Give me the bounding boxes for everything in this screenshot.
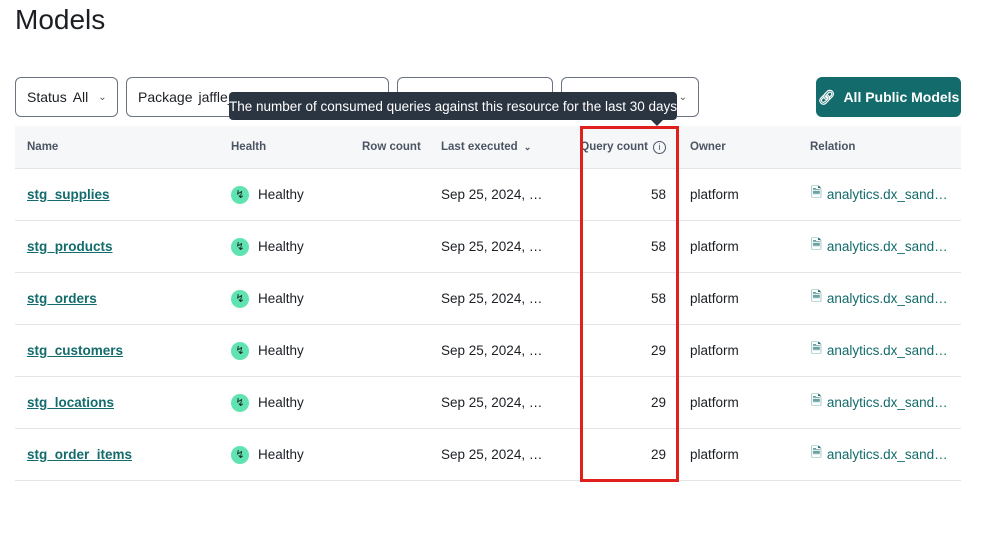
health-cell: ↯ Healthy xyxy=(231,325,304,376)
col-query-count[interactable]: Query count i xyxy=(580,126,666,168)
query-count-cell: 29 xyxy=(650,343,666,358)
table-row[interactable]: stg_locations ↯ Healthy Sep 25, 2024, … 2… xyxy=(15,377,961,429)
health-label: Healthy xyxy=(258,239,304,254)
col-health[interactable]: Health xyxy=(231,141,267,153)
health-cell: ↯ Healthy xyxy=(231,429,304,480)
health-cell: ↯ Healthy xyxy=(231,377,304,428)
health-label: Healthy xyxy=(258,291,304,306)
health-cell: ↯ Healthy xyxy=(231,221,304,272)
table-row[interactable]: stg_order_items ↯ Healthy Sep 25, 2024, …… xyxy=(15,429,961,481)
package-filter-label: Package xyxy=(138,89,193,105)
relation-text: analytics.dx_sand… xyxy=(826,291,948,306)
status-filter-value: All xyxy=(72,89,89,105)
last-executed-cell: Sep 25, 2024, … xyxy=(441,395,543,410)
healthy-pulse-icon: ↯ xyxy=(231,237,249,256)
model-name-link[interactable]: stg_products xyxy=(27,239,113,254)
healthy-pulse-icon: ↯ xyxy=(231,393,249,412)
chevron-down-icon: ⌄ xyxy=(678,91,687,103)
last-executed-cell: Sep 25, 2024, … xyxy=(441,447,543,462)
health-label: Healthy xyxy=(258,343,304,358)
owner-cell: platform xyxy=(690,395,739,410)
document-icon: 🗎︎ xyxy=(811,289,822,304)
document-icon: 🗎︎ xyxy=(811,237,822,252)
owner-cell: platform xyxy=(690,343,739,358)
relation-text: analytics.dx_sand… xyxy=(826,395,948,410)
health-cell: ↯ Healthy xyxy=(231,169,304,220)
query-count-cell: 29 xyxy=(650,447,666,462)
model-name-link[interactable]: stg_supplies xyxy=(27,187,110,202)
col-last-executed[interactable]: Last executed ⌄ xyxy=(441,126,531,168)
query-count-tooltip: The number of consumed queries against t… xyxy=(229,92,677,126)
healthy-pulse-icon: ↯ xyxy=(231,289,249,308)
models-table: Name Health Row count Last executed ⌄ Que… xyxy=(15,126,961,481)
document-icon: 🗎︎ xyxy=(811,445,822,460)
table-row[interactable]: stg_customers ↯ Healthy Sep 25, 2024, … 2… xyxy=(15,325,961,377)
relation-text: analytics.dx_sand… xyxy=(826,239,948,254)
model-name-link[interactable]: stg_orders xyxy=(27,291,97,306)
table-row[interactable]: stg_supplies ↯ Healthy Sep 25, 2024, … 58… xyxy=(15,169,961,221)
all-public-models-button[interactable]: 🔗︎ All Public Models xyxy=(816,77,961,117)
link-icon: 🔗︎ xyxy=(817,88,836,105)
col-row-count[interactable]: Row count xyxy=(362,141,421,153)
table-header: Name Health Row count Last executed ⌄ Que… xyxy=(15,126,961,169)
col-last-executed-label: Last executed xyxy=(441,141,518,153)
relation-link[interactable]: 🗎︎ analytics.dx_sand… xyxy=(811,377,948,428)
relation-link[interactable]: 🗎︎ analytics.dx_sand… xyxy=(811,273,948,324)
status-filter[interactable]: Status All ⌄ xyxy=(15,77,118,117)
healthy-pulse-icon: ↯ xyxy=(231,185,249,204)
table-row[interactable]: stg_orders ↯ Healthy Sep 25, 2024, … 58 p… xyxy=(15,273,961,325)
document-icon: 🗎︎ xyxy=(811,393,822,408)
query-count-cell: 58 xyxy=(650,187,666,202)
all-public-models-label: All Public Models xyxy=(843,89,960,105)
query-count-cell: 58 xyxy=(650,239,666,254)
model-name-link[interactable]: stg_customers xyxy=(27,343,124,358)
relation-link[interactable]: 🗎︎ analytics.dx_sand… xyxy=(811,325,948,376)
model-name-link[interactable]: stg_locations xyxy=(27,395,115,410)
owner-cell: platform xyxy=(690,187,739,202)
healthy-pulse-icon: ↯ xyxy=(231,341,249,360)
highlight-box xyxy=(580,126,679,482)
last-executed-cell: Sep 25, 2024, … xyxy=(441,291,543,306)
relation-text: analytics.dx_sand… xyxy=(826,187,948,202)
last-executed-cell: Sep 25, 2024, … xyxy=(441,239,543,254)
col-query-count-label: Query count xyxy=(580,141,648,153)
health-label: Healthy xyxy=(258,447,304,462)
document-icon: 🗎︎ xyxy=(811,341,822,356)
col-owner[interactable]: Owner xyxy=(690,141,726,153)
last-executed-cell: Sep 25, 2024, … xyxy=(441,343,543,358)
table-row[interactable]: stg_products ↯ Healthy Sep 25, 2024, … 58… xyxy=(15,221,961,273)
query-count-cell: 58 xyxy=(650,291,666,306)
relation-text: analytics.dx_sand… xyxy=(826,447,948,462)
document-icon: 🗎︎ xyxy=(811,185,822,200)
info-icon[interactable]: i xyxy=(653,140,666,154)
last-executed-cell: Sep 25, 2024, … xyxy=(441,187,543,202)
owner-cell: platform xyxy=(690,291,739,306)
col-relation[interactable]: Relation xyxy=(810,141,856,153)
model-name-link[interactable]: stg_order_items xyxy=(27,447,133,462)
query-count-cell: 29 xyxy=(650,395,666,410)
health-label: Healthy xyxy=(258,187,304,202)
owner-cell: platform xyxy=(690,447,739,462)
relation-link[interactable]: 🗎︎ analytics.dx_sand… xyxy=(811,429,948,480)
col-name[interactable]: Name xyxy=(27,141,59,153)
page-title: Models xyxy=(15,4,106,35)
status-filter-label: Status xyxy=(27,89,67,105)
relation-link[interactable]: 🗎︎ analytics.dx_sand… xyxy=(811,221,948,272)
health-label: Healthy xyxy=(258,395,304,410)
package-filter-value: jaffle_ xyxy=(198,89,236,105)
health-cell: ↯ Healthy xyxy=(231,273,304,324)
sort-chevron-icon: ⌄ xyxy=(523,141,532,152)
owner-cell: platform xyxy=(690,239,739,254)
healthy-pulse-icon: ↯ xyxy=(231,445,249,464)
relation-link[interactable]: 🗎︎ analytics.dx_sand… xyxy=(811,169,948,220)
chevron-down-icon: ⌄ xyxy=(98,91,107,103)
relation-text: analytics.dx_sand… xyxy=(826,343,948,358)
